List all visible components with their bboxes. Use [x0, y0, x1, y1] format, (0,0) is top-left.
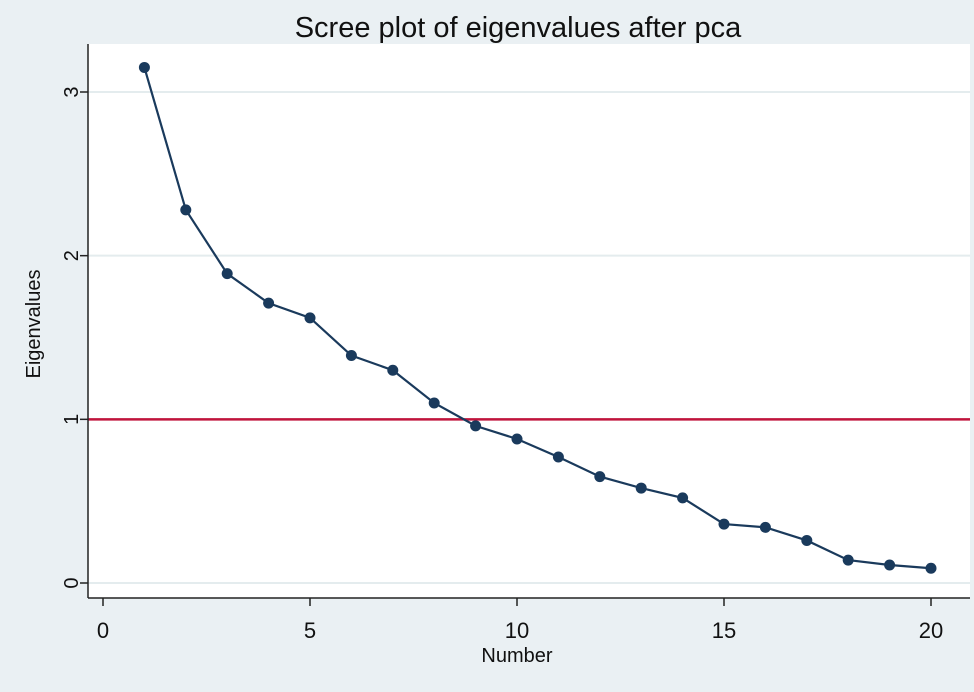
data-point: [263, 297, 275, 309]
y-tick-label: 0: [61, 577, 83, 588]
data-point: [801, 534, 813, 546]
data-point: [677, 492, 689, 504]
series-line: [143, 67, 932, 570]
data-point: [759, 521, 771, 533]
x-tick-label: 0: [97, 618, 109, 643]
x-tick-label: 10: [505, 618, 529, 643]
data-point: [221, 268, 233, 280]
data-point: [635, 482, 647, 494]
data-point: [470, 420, 482, 432]
data-point: [552, 451, 564, 463]
x-tick-label: 5: [304, 618, 316, 643]
plot-area: [88, 44, 970, 598]
data-point: [387, 364, 399, 376]
x-tick-label: 15: [712, 618, 736, 643]
x-axis-label: Number: [481, 645, 552, 667]
y-tick-label: 2: [61, 250, 83, 261]
y-axis-label: Eigenvalues: [23, 270, 45, 379]
data-point: [594, 471, 606, 483]
data-point: [428, 397, 440, 409]
chart-title: Scree plot of eigenvalues after pca: [295, 12, 742, 44]
y-tick-label: 1: [61, 414, 83, 425]
data-point: [842, 554, 854, 566]
data-point: [304, 312, 316, 324]
x-tick-label: 20: [919, 618, 943, 643]
data-point: [511, 433, 523, 445]
data-point: [884, 559, 896, 571]
data-point: [718, 518, 730, 530]
data-point: [180, 204, 192, 216]
y-tick-label: 3: [61, 86, 83, 97]
data-point: [138, 61, 150, 73]
data-point: [345, 350, 357, 362]
data-point: [925, 562, 937, 574]
